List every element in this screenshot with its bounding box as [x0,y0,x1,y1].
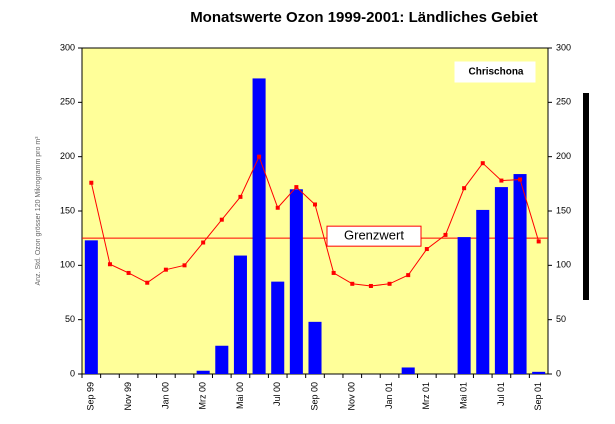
bar [289,189,303,374]
decoration [583,93,589,300]
marker [257,154,262,159]
marker [406,273,411,278]
marker [201,240,206,245]
x-tick-label: Nov 00 [347,382,357,411]
bar [84,240,98,374]
marker [536,239,541,244]
bar [494,187,508,374]
y2-tick-label: 200 [556,151,571,161]
bar [476,209,490,374]
x-tick-label: Mai 00 [235,382,245,409]
chart-title: Monatswerte Ozon 1999-2001: Ländliches G… [190,9,538,26]
x-tick-label: Jan 00 [160,382,170,409]
bar [457,237,471,374]
bar [233,255,247,374]
bar [271,281,285,374]
station-label: Chrischona [468,67,523,78]
station-box [454,61,536,83]
marker [163,267,168,272]
y2-tick-label: 150 [556,205,571,215]
marker [107,262,112,267]
x-tick-label: Sep 00 [309,382,319,411]
marker [238,194,243,199]
marker [462,186,467,191]
y-tick-label: 0 [70,368,75,378]
y-tick-label: 300 [60,42,75,52]
x-tick-label: Jul 01 [496,382,506,406]
bar [196,370,210,374]
x-tick-label: Mrz 00 [198,382,208,410]
x-tick-label: Sep 01 [533,382,543,411]
y2-tick-label: 0 [556,368,561,378]
marker [182,263,187,268]
x-tick-label: Mrz 01 [421,382,431,410]
bar [215,345,229,374]
marker [145,280,150,285]
marker [219,217,224,222]
marker [89,180,94,185]
y-tick-label: 150 [60,205,75,215]
marker [313,202,317,207]
marker [424,247,429,252]
y-tick-label: 50 [65,314,75,324]
marker [518,177,523,182]
marker [443,232,448,237]
y-tick-label: 250 [60,97,75,107]
bar [252,78,266,374]
x-tick-label: Jul 00 [272,382,282,406]
y2-tick-label: 300 [556,42,571,52]
marker [294,185,299,190]
marker [350,281,355,286]
marker [387,281,392,286]
marker [499,178,504,183]
y2-tick-label: 50 [556,314,566,324]
x-tick-label: Jan 01 [384,382,394,409]
threshold-box [326,225,422,247]
x-tick-label: Nov 99 [123,382,133,411]
y2-tick-label: 250 [556,97,571,107]
marker [126,270,131,275]
bar [532,371,546,374]
marker [480,161,485,166]
y-tick-label: 200 [60,151,75,161]
y2-tick-label: 100 [556,260,571,270]
threshold-label: Grenzwert [344,228,404,243]
marker [331,270,336,275]
bar [401,367,415,374]
marker [275,205,280,210]
y-tick-label: 100 [60,260,75,270]
x-tick-label: Sep 99 [86,382,96,411]
marker [368,283,373,288]
bar [513,174,527,374]
bar [308,321,322,374]
x-tick-label: Mai 01 [458,382,468,409]
y-axis-label: Anz. Std. Ozon grösser 120 Mikrogramm pr… [35,136,42,286]
